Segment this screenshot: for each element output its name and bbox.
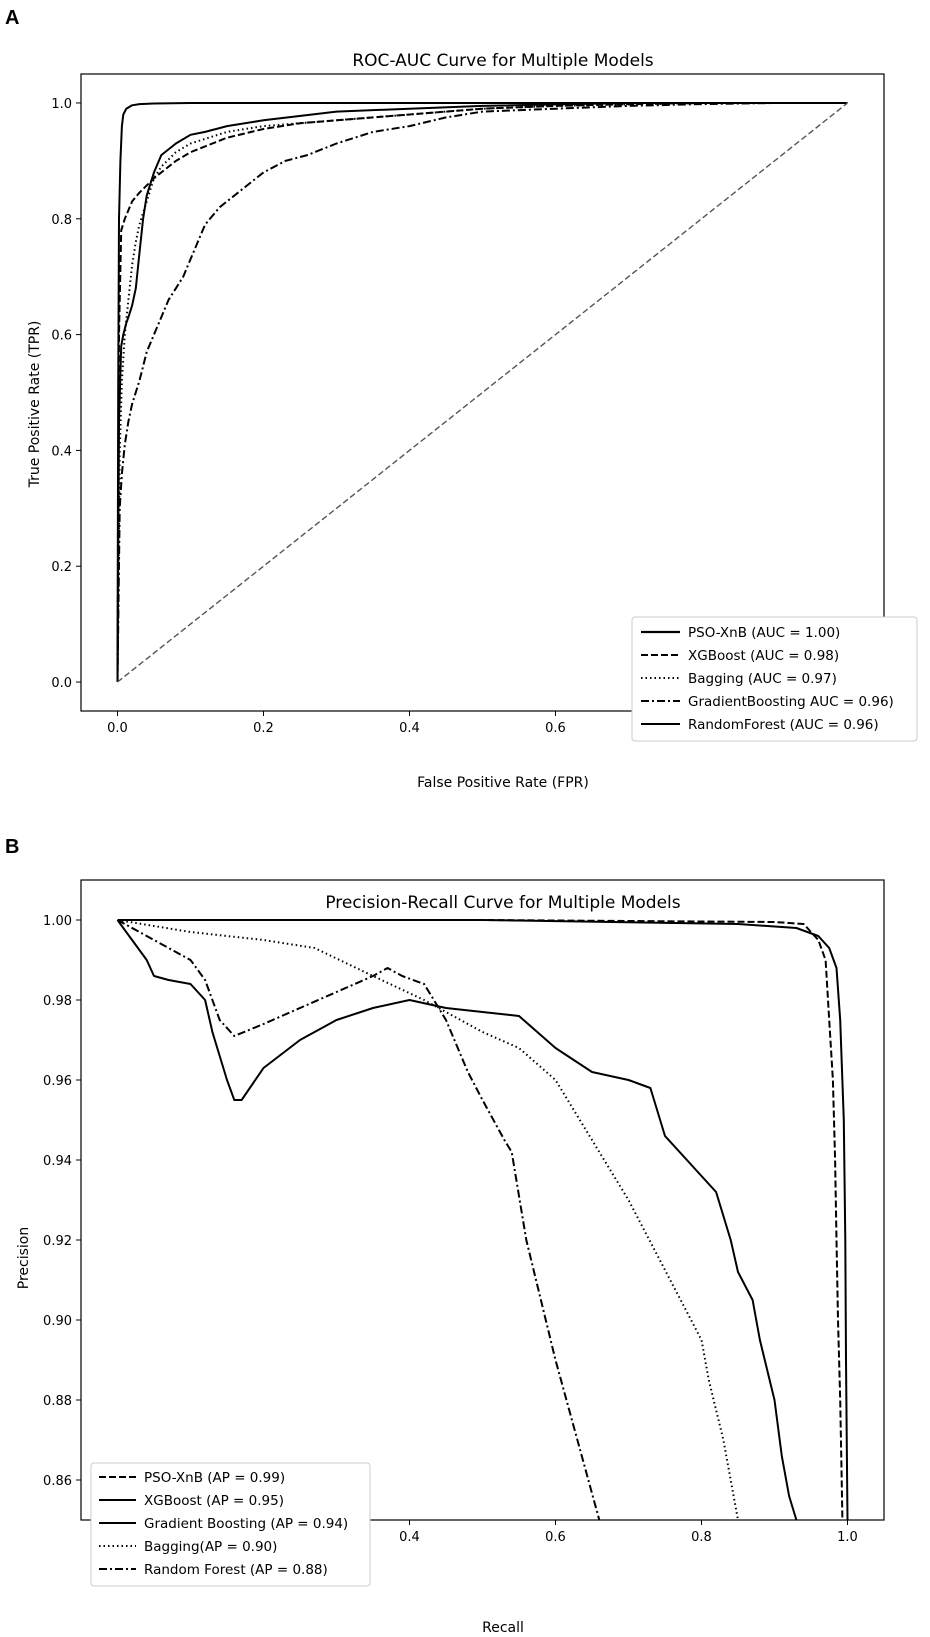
pr-x-tick-label: 0.4 (399, 1530, 420, 1545)
pr-x-axis-label: Recall (482, 1620, 524, 1636)
pr-legend-label-gradient-boosting: Gradient Boosting (AP = 0.94) (144, 1516, 348, 1532)
pr-legend-label-xgboost: XGBoost (AP = 0.95) (144, 1493, 284, 1509)
pr-series-random-forest (117, 919, 601, 1520)
roc-series-xgboost (116, 102, 848, 683)
roc-legend-label-gradient-boosting: GradientBoosting AUC = 0.96) (688, 694, 894, 710)
pr-y-tick-label: 0.94 (43, 1154, 72, 1169)
roc-y-tick-label: 0.0 (51, 676, 72, 691)
pr-y-tick-label: 0.86 (43, 1474, 72, 1489)
roc-x-tick-label: 0.4 (399, 721, 420, 736)
roc-series-pso-xnb (116, 102, 848, 683)
roc-chart-title: ROC-AUC Curve for Multiple Models (352, 51, 653, 71)
roc-y-tick-label: 0.4 (51, 444, 72, 459)
pr-panel: B Precision-Recall Curve for Multiple Mo… (5, 836, 885, 1636)
panel-letter-a: A (5, 7, 19, 29)
roc-axes-frame (80, 73, 885, 712)
roc-y-tick-label: 1.0 (51, 97, 72, 112)
pr-legend-label-random-forest: Random Forest (AP = 0.88) (144, 1562, 328, 1578)
pr-legend-frame (90, 1462, 371, 1587)
pr-y-tick-label: 0.88 (43, 1394, 72, 1409)
roc-legend: PSO-XnB (AUC = 1.00) XGBoost (AUC = 0.98… (631, 616, 918, 742)
pr-y-axis-label: Precision (16, 1227, 32, 1289)
pr-y-tick-label: 0.92 (43, 1234, 72, 1249)
roc-x-tick-label: 0.2 (253, 721, 274, 736)
pr-axes-frame (80, 879, 885, 1521)
pr-y-tick-label: 0.90 (43, 1314, 72, 1329)
roc-x-axis-label: False Positive Rate (FPR) (417, 775, 589, 791)
pr-legend-label-pso-xnb: PSO-XnB (AP = 0.99) (144, 1470, 285, 1486)
pr-x-tick-label: 0.8 (691, 1530, 712, 1545)
roc-y-tick-label: 0.2 (51, 560, 72, 575)
pr-chart-title: Precision-Recall Curve for Multiple Mode… (325, 893, 680, 913)
pr-series-gradient-boosting (116, 919, 798, 1520)
pr-x-tick-label: 1.0 (837, 1530, 858, 1545)
pr-y-tick-label: 0.98 (43, 994, 72, 1009)
roc-x-tick-label: 0.6 (545, 721, 566, 736)
pr-plot-area: 0.00.20.40.60.81.00.860.880.900.920.940.… (43, 879, 885, 1545)
roc-panel: A ROC-AUC Curve for Multiple Models Fals… (5, 7, 918, 791)
panel-letter-b: B (5, 836, 19, 858)
roc-y-tick-label: 0.8 (51, 213, 72, 228)
pr-series-pso-xnb (117, 919, 844, 1520)
pr-y-tick-label: 1.00 (43, 914, 72, 929)
pr-legend-label-bagging: Bagging(AP = 0.90) (144, 1539, 277, 1555)
roc-series-bagging (116, 102, 848, 683)
roc-series-reference-diagonal (117, 102, 848, 683)
roc-series-randomforest (116, 102, 848, 683)
roc-legend-label-pso-xnb: PSO-XnB (AUC = 1.00) (688, 625, 840, 641)
roc-legend-label-bagging: Bagging (AUC = 0.97) (688, 671, 837, 687)
roc-y-axis-label: True Positive Rate (TPR) (27, 321, 43, 489)
pr-series-xgboost (117, 919, 849, 1520)
roc-series-gradientboosting-auc-0-96 (116, 102, 848, 683)
roc-x-tick-label: 0.0 (107, 721, 128, 736)
pr-y-tick-label: 0.96 (43, 1074, 72, 1089)
pr-legend: PSO-XnB (AP = 0.99) XGBoost (AP = 0.95) … (90, 1462, 371, 1587)
roc-legend-label-random-forest: RandomForest (AUC = 0.96) (688, 717, 879, 733)
pr-x-tick-label: 0.6 (545, 1530, 566, 1545)
roc-legend-frame (631, 616, 918, 742)
roc-y-tick-label: 0.6 (51, 329, 72, 344)
roc-legend-label-xgboost: XGBoost (AUC = 0.98) (688, 648, 839, 664)
